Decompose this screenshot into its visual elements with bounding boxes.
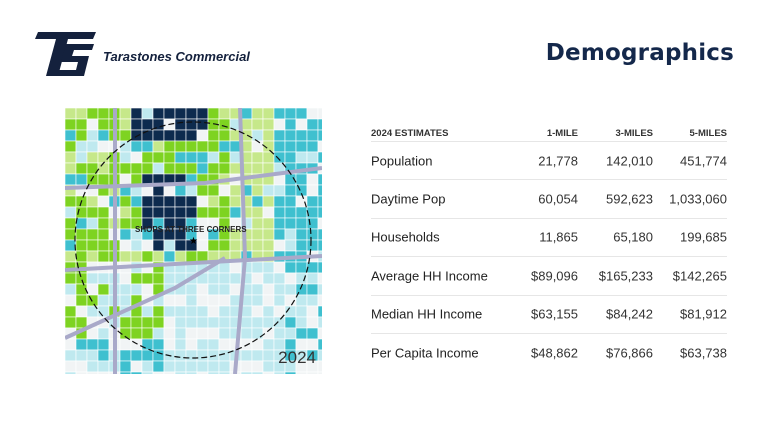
table-row: Population 21,778 142,010 451,774 <box>371 142 727 181</box>
brand-name: Tarastones Commercial <box>103 49 250 64</box>
road <box>65 166 322 190</box>
value-3-miles: 592,623 <box>606 191 653 207</box>
value-3-miles: 65,180 <box>613 229 653 245</box>
value-5-miles: 199,685 <box>680 229 727 245</box>
row-label: Median HH Income <box>371 306 483 322</box>
table-header-row: 2024 ESTIMATES 1-MILE 3-MILES 5-MILES <box>371 118 727 142</box>
value-1-mile: 21,778 <box>538 153 578 169</box>
map-choropleth: ★ <box>65 108 322 374</box>
table-row: Daytime Pop 60,054 592,623 1,033,060 <box>371 180 727 219</box>
value-3-miles: $76,866 <box>606 345 653 361</box>
table-row: Per Capita Income $48,862 $76,866 $63,738 <box>371 334 727 371</box>
value-1-mile: $48,862 <box>531 345 578 361</box>
radius-ring <box>74 121 312 359</box>
road <box>65 254 322 272</box>
row-label: Average HH Income <box>371 268 488 284</box>
table-row: Median HH Income $63,155 $84,242 $81,912 <box>371 296 727 334</box>
header-5-miles: 5-MILES <box>689 128 727 139</box>
row-label: Population <box>371 153 433 169</box>
value-3-miles: $84,242 <box>606 306 653 322</box>
value-1-mile: $89,096 <box>531 268 578 284</box>
demographics-table: 2024 ESTIMATES 1-MILE 3-MILES 5-MILES Po… <box>371 118 727 371</box>
value-1-mile: 11,865 <box>539 229 578 245</box>
table-row: Average HH Income $89,096 $165,233 $142,265 <box>371 257 727 296</box>
value-5-miles: $81,912 <box>680 306 727 322</box>
value-5-miles: 451,774 <box>680 153 727 169</box>
value-3-miles: 142,010 <box>606 153 653 169</box>
site-star-icon: ★ <box>189 236 198 247</box>
site-label: SHOPS AT THREE CORNERS <box>135 225 247 234</box>
header-1-mile: 1-MILE <box>546 128 578 139</box>
table-row: Households 11,865 65,180 199,685 <box>371 219 727 258</box>
company-logo <box>35 32 96 76</box>
value-5-miles: $142,265 <box>672 268 727 284</box>
demographic-map: ★ SHOPS AT THREE CORNERS 2024 <box>65 108 322 374</box>
page-title: Demographics <box>545 40 734 66</box>
value-1-mile: $63,155 <box>531 306 578 322</box>
road <box>65 256 227 340</box>
header-estimates: 2024 ESTIMATES <box>371 128 449 139</box>
value-1-mile: 60,054 <box>538 191 578 207</box>
value-5-miles: 1,033,060 <box>669 191 727 207</box>
map-year: 2024 <box>278 348 316 367</box>
row-label: Daytime Pop <box>371 191 446 207</box>
value-3-miles: $165,233 <box>598 268 653 284</box>
road <box>233 108 248 374</box>
row-label: Per Capita Income <box>371 345 479 361</box>
value-5-miles: $63,738 <box>680 345 727 361</box>
header-3-miles: 3-MILES <box>615 128 653 139</box>
row-label: Households <box>371 229 440 245</box>
